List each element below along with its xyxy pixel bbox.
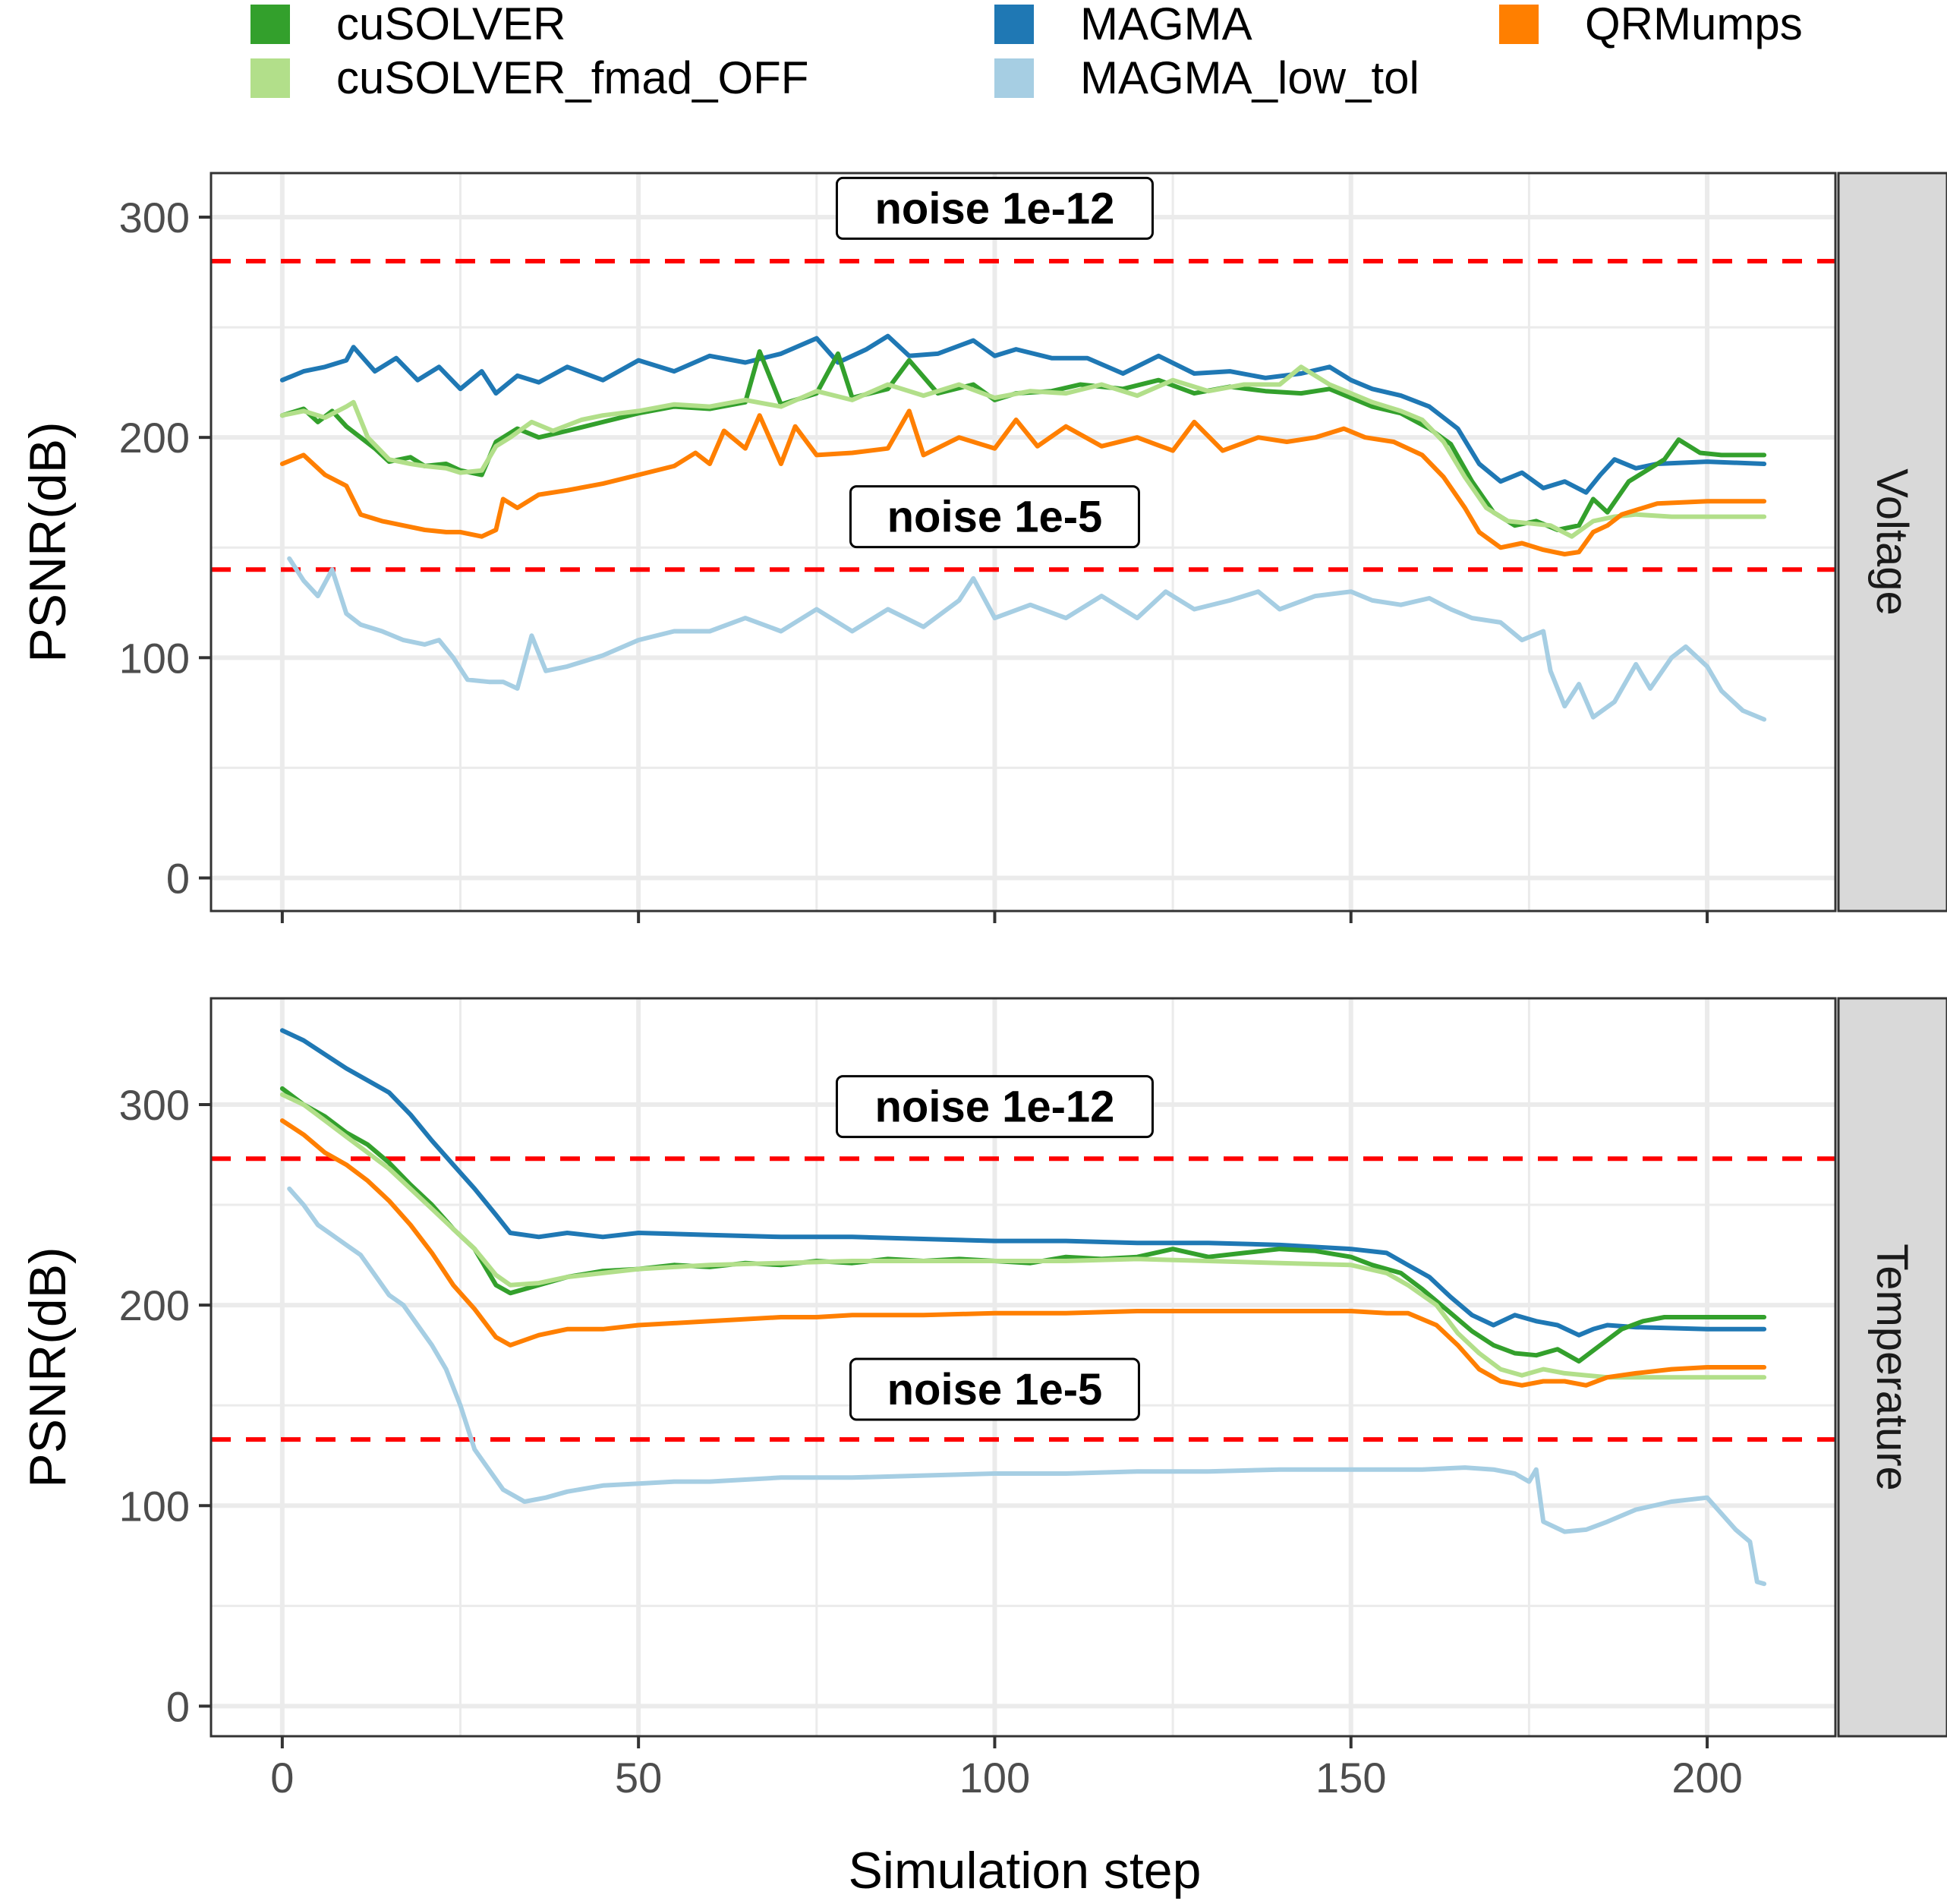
y-tick-label: 200 bbox=[119, 414, 190, 462]
annotation-box bbox=[849, 1357, 1140, 1421]
annotation-box bbox=[849, 485, 1140, 549]
y-tick-label: 0 bbox=[166, 1682, 190, 1730]
annotation-noise-1e-5: noise 1e-5 bbox=[849, 1357, 1140, 1421]
y-axis-label: PSNR(dB) bbox=[19, 1247, 77, 1487]
series-line-cusolver-fmad-off-voltage bbox=[279, 364, 1767, 539]
x-tick-label: 0 bbox=[270, 1754, 294, 1802]
y-tick-label: 300 bbox=[119, 194, 190, 241]
series-line-qrmumps-voltage bbox=[279, 408, 1767, 556]
x-tick-label: 100 bbox=[959, 1754, 1030, 1802]
series-line-qrmumps-temperature bbox=[279, 1118, 1767, 1388]
panels: noise 1e-12 noise 1e-5 0 100 200 300 PSNR(dB) V… bbox=[19, 172, 1947, 1802]
y-tick-label: 100 bbox=[119, 634, 190, 682]
facet-strip-voltage bbox=[1837, 172, 1947, 913]
facet-strip-label-voltage: Voltage bbox=[1867, 468, 1917, 616]
annotation-label: noise 1e-12 bbox=[874, 184, 1114, 233]
legend-item-magma-low-tol: MAGMA_low_tol bbox=[994, 52, 1419, 103]
legend-key-magma-low-tol bbox=[994, 58, 1034, 98]
x-tick-label: 200 bbox=[1671, 1754, 1742, 1802]
legend-label-cusolver: cuSOLVER bbox=[336, 0, 566, 49]
legend-label-qrmumps: QRMumps bbox=[1585, 0, 1803, 49]
legend-key-magma bbox=[994, 5, 1034, 44]
panel-border bbox=[210, 172, 1837, 913]
facet-strip-label-temperature: Temperature bbox=[1867, 1244, 1917, 1491]
annotation-noise-1e-5: noise 1e-5 bbox=[849, 485, 1140, 549]
series-group bbox=[279, 1028, 1767, 1587]
panel-border bbox=[210, 997, 1837, 1738]
legend-item-cusolver-fmad-off: cuSOLVER_fmad_OFF bbox=[250, 52, 808, 103]
legend-key-cusolver bbox=[250, 5, 290, 44]
panel-voltage: noise 1e-12 noise 1e-5 0 100 200 300 PSNR(dB) V… bbox=[19, 172, 1947, 923]
legend-key-cusolver-fmad-off bbox=[250, 58, 290, 98]
legend-key-qrmumps bbox=[1499, 5, 1539, 44]
y-tick-label: 100 bbox=[119, 1482, 190, 1530]
x-tick-label: 150 bbox=[1315, 1754, 1386, 1802]
series-line-magma-low-tol-temperature bbox=[287, 1186, 1767, 1587]
legend-label-cusolver-fmad-off: cuSOLVER_fmad_OFF bbox=[336, 52, 808, 103]
y-axis-label: PSNR(dB) bbox=[19, 421, 77, 662]
annotation-noise-1e-12: noise 1e-12 bbox=[835, 1075, 1154, 1139]
facet-strip-temperature bbox=[1837, 997, 1947, 1738]
annotation-label: noise 1e-5 bbox=[887, 493, 1103, 542]
series-line-magma-low-tol-voltage bbox=[287, 556, 1767, 722]
legend-label-magma: MAGMA bbox=[1080, 0, 1252, 49]
y-tick-label: 0 bbox=[166, 854, 190, 902]
annotation-noise-1e-12: noise 1e-12 bbox=[835, 176, 1154, 240]
series-group bbox=[279, 333, 1767, 722]
x-tick-label: 50 bbox=[615, 1754, 662, 1802]
y-tick-label: 300 bbox=[119, 1081, 190, 1129]
legend-item-qrmumps: QRMumps bbox=[1499, 0, 1803, 49]
annotation-label: noise 1e-12 bbox=[874, 1083, 1114, 1132]
annotation-label: noise 1e-5 bbox=[887, 1365, 1103, 1414]
panel-temperature: noise 1e-12 noise 1e-5 0 100 200 300 0 50 100 150… bbox=[19, 997, 1947, 1802]
annotation-box bbox=[835, 1075, 1154, 1139]
annotation-box bbox=[835, 176, 1154, 240]
legend-item-magma: MAGMA bbox=[994, 0, 1252, 49]
x-axis-label: Simulation step bbox=[849, 1842, 1202, 1899]
series-line-magma-temperature bbox=[279, 1028, 1767, 1338]
legend-label-magma-low-tol: MAGMA_low_tol bbox=[1080, 52, 1419, 103]
series-line-cusolver-fmad-off-temperature bbox=[279, 1092, 1767, 1380]
series-line-magma-voltage bbox=[279, 333, 1767, 495]
y-tick-label: 200 bbox=[119, 1281, 190, 1329]
legend-item-cusolver: cuSOLVER bbox=[250, 0, 566, 49]
